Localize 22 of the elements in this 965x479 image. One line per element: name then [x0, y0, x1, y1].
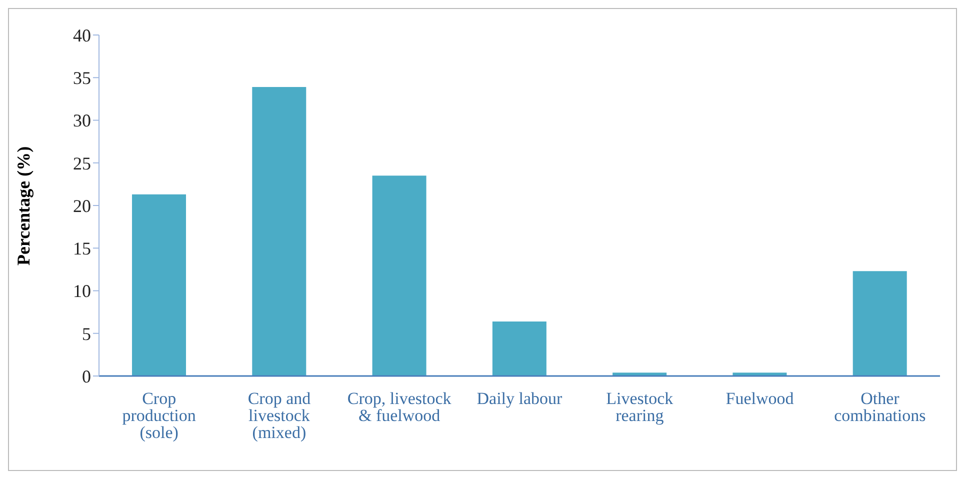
- y-tick-label: 35: [73, 68, 91, 88]
- x-tick-label: Crop and livestock (mixed): [248, 389, 312, 442]
- bar: [372, 176, 426, 376]
- bar: [492, 321, 546, 376]
- x-tick-label: Crop, livestock & fuelwood: [347, 389, 452, 426]
- y-tick-label: 15: [73, 238, 91, 259]
- y-axis-title: Percentage (%): [13, 146, 34, 266]
- x-tick-label: Daily labour: [476, 389, 563, 408]
- y-tick-label: 25: [73, 153, 91, 174]
- y-tick-label: 5: [82, 324, 91, 344]
- bar: [852, 271, 907, 376]
- x-tick-label: Other combinations: [834, 389, 926, 426]
- bar: [132, 194, 186, 376]
- x-tick-label: Fuelwood: [726, 389, 794, 408]
- x-tick-label: Livestock rearing: [606, 389, 674, 426]
- y-tick-label: 40: [73, 25, 91, 46]
- y-tick-label: 30: [73, 110, 91, 131]
- bar: [252, 87, 306, 376]
- y-tick-label: 10: [73, 281, 91, 302]
- y-tick-label: 0: [82, 366, 91, 386]
- x-tick-label: Crop production (sole): [122, 389, 196, 442]
- y-tick-label: 20: [73, 196, 91, 216]
